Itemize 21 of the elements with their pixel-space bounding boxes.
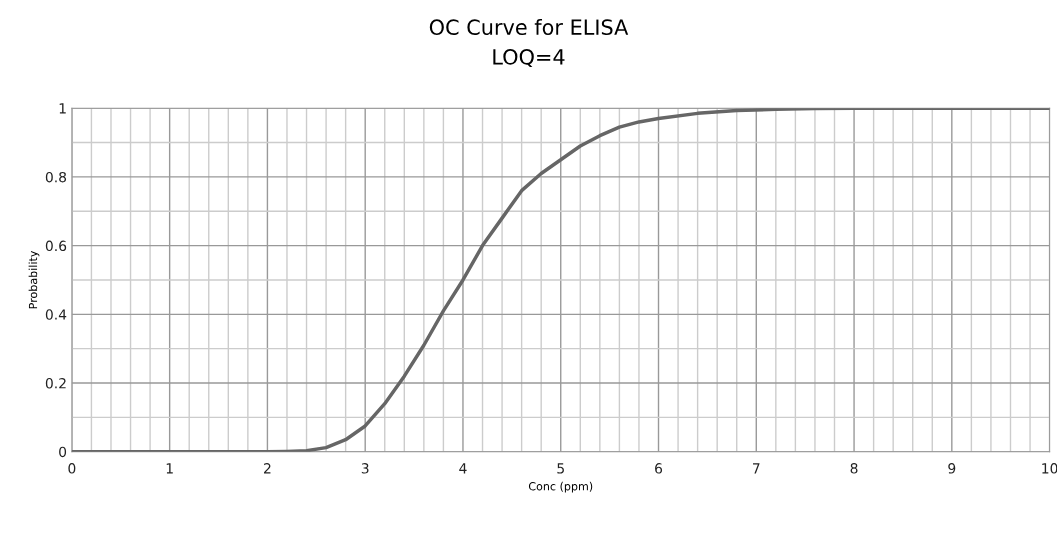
y-tick-label: 0.4	[45, 309, 67, 320]
x-tick-label: 8	[850, 463, 858, 474]
chart-title: OC Curve for ELISA LOQ=4	[429, 18, 629, 68]
x-tick-label: 1	[166, 463, 173, 474]
x-tick-label: 2	[264, 463, 271, 474]
line-series	[71, 108, 1050, 452]
x-axis-title: Conc (ppm)	[528, 481, 593, 493]
y-tick-label: 0.8	[45, 171, 67, 183]
y-tick-label: 0	[59, 446, 67, 458]
x-tick-label: 10	[1042, 463, 1057, 474]
x-tick-label: 6	[655, 463, 663, 474]
x-tick-label: 5	[557, 463, 564, 474]
x-tick-label: 4	[459, 463, 467, 474]
y-tick-label: 0.6	[45, 240, 67, 252]
x-tick-label: 7	[753, 463, 760, 474]
y-axis-title: Probability	[28, 250, 40, 309]
x-tick-label: 9	[948, 463, 956, 474]
x-tick-label: 0	[68, 463, 76, 474]
y-tick-label: 0.2	[45, 378, 66, 389]
y-tick-label: 1	[59, 103, 66, 114]
x-tick-label: 3	[361, 463, 369, 474]
